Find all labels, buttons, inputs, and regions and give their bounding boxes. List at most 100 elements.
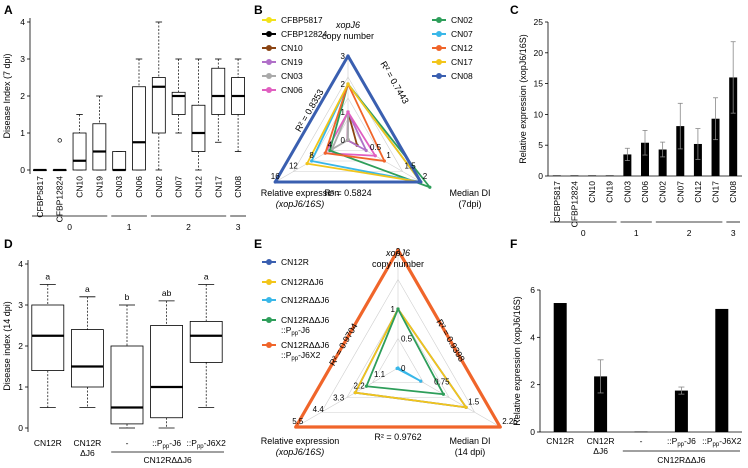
axis-label-top-line2: copy number [322, 31, 374, 41]
radar-grid-ring [320, 278, 476, 413]
radar-series [324, 111, 377, 157]
radar-tick-label: 16 [271, 172, 280, 181]
x-tick-label: CN10 [75, 176, 85, 198]
radar-grid-ring [311, 97, 385, 162]
x-tick-label: - [640, 436, 643, 446]
axis-label-left: Relative expression [261, 436, 340, 446]
x-tick-label: CN08 [233, 176, 243, 198]
legend-swatch-dot [266, 73, 272, 79]
x-tick-label: CN12R [73, 438, 101, 448]
outlier-point [57, 138, 62, 143]
significance-letter: ab [162, 288, 172, 298]
x-tick-label: CN17 [213, 176, 223, 198]
bar [594, 376, 608, 432]
legend-label: CN12RΔΔJ6 [281, 295, 329, 305]
x-tick-label: - [126, 438, 129, 448]
box [191, 104, 206, 152]
radar-point [382, 159, 386, 163]
box [72, 132, 87, 171]
axis-label-right: Median DI [449, 436, 490, 446]
radar-point [328, 148, 332, 153]
y-tick-label: 6 [530, 285, 535, 295]
panel-letter-b: B [254, 3, 263, 17]
panel-letter-d: D [4, 237, 13, 251]
group-label: 3 [731, 228, 736, 238]
axis-label-right: Median DI [449, 188, 490, 198]
legend-swatch-dot [266, 297, 272, 303]
bar [674, 390, 688, 432]
legend-swatch-dot [266, 45, 272, 51]
box [211, 67, 226, 115]
radar-point [273, 180, 277, 184]
axis-label-right-line2: (7dpi) [458, 199, 481, 209]
x-tick-label: CN12R [34, 438, 62, 448]
x-tick-label: CFBP12824 [55, 176, 65, 223]
x-tick-label: CN12 [193, 176, 203, 198]
group-label: 1 [127, 222, 132, 232]
legend-label: CN06 [281, 85, 303, 95]
x-tick-label: CN12R [546, 436, 574, 446]
y-tick-label: 3 [20, 54, 25, 64]
radar-tick-label: 0.75 [434, 378, 450, 387]
group-label: 0 [67, 222, 72, 232]
x-tick-label: CN17 [711, 181, 721, 203]
x-tick-label: CFBP12824 [569, 181, 579, 228]
y-tick-label: 2 [530, 380, 535, 390]
legend-label-line2: ::Ppp-J6 [281, 325, 310, 337]
radar-tick-label: 8 [309, 151, 314, 160]
legend-swatch-dot [436, 59, 442, 65]
radar-tick-label: 1 [341, 108, 346, 117]
radar-point [364, 384, 369, 388]
x-tick-label: CN19 [94, 176, 104, 198]
x-tick-label: CN08 [728, 181, 738, 203]
radar-series [306, 83, 422, 183]
bar [676, 126, 685, 176]
x-tick-label: CN03 [622, 181, 632, 203]
radar-tick-label: 5.5 [292, 417, 304, 426]
radar-point [310, 159, 314, 163]
box [112, 151, 127, 171]
radar-series [354, 308, 468, 409]
legend-swatch-dot [436, 17, 442, 23]
y-axis-label: Relative expression (xopJ6/16S) [518, 34, 528, 164]
radar-tick-label: 1.1 [374, 370, 386, 379]
y-tick-label: 0 [530, 427, 535, 437]
y-tick-label: 1 [18, 382, 23, 392]
radar-tick-label: 0 [401, 364, 406, 373]
legend-label: CN10 [281, 43, 303, 53]
legend-label-line2: ::Ppp-J6X2 [281, 350, 321, 362]
radar-point [428, 185, 432, 189]
radar-grid-ring [292, 76, 404, 172]
axis-label-top: xopJ6 [385, 248, 410, 258]
x-tick-label: CN02 [658, 181, 668, 203]
radar-series [331, 111, 349, 151]
radar-point [419, 379, 423, 383]
radar-tick-label: 1.5 [468, 397, 480, 406]
x-tick-label: CFBP5817 [552, 181, 562, 223]
legend-swatch-dot [266, 31, 272, 37]
y-tick-label: 0 [18, 423, 23, 433]
bar [729, 77, 738, 176]
y-axis-label: Relative expression (xopJ6/16S) [512, 296, 522, 426]
group-label: 0 [581, 228, 586, 238]
y-tick-label: 20 [534, 48, 544, 58]
radar-tick-label: 1 [386, 151, 391, 160]
axis-label-top: xopJ6 [335, 20, 360, 30]
y-tick-label: 4 [530, 332, 535, 342]
y-tick-label: 2 [18, 341, 23, 351]
significance-letter: a [85, 284, 90, 294]
legend-swatch-dot [266, 59, 272, 65]
legend-label: CN12RΔΔJ6 [281, 315, 329, 325]
legend-swatch-dot [266, 17, 272, 23]
legend-label: CFBP5817 [281, 15, 323, 25]
bar [605, 175, 614, 176]
y-tick-label: 15 [534, 79, 544, 89]
r2-label-bottom: R² = 0.9762 [374, 432, 421, 442]
legend-label: CN02 [451, 15, 473, 25]
radar-point [305, 162, 309, 166]
legend-label: CN19 [281, 57, 303, 67]
bar [570, 175, 579, 176]
radar-tick-label: 4.4 [313, 405, 325, 414]
bar [588, 175, 597, 176]
radar-point [323, 151, 327, 155]
